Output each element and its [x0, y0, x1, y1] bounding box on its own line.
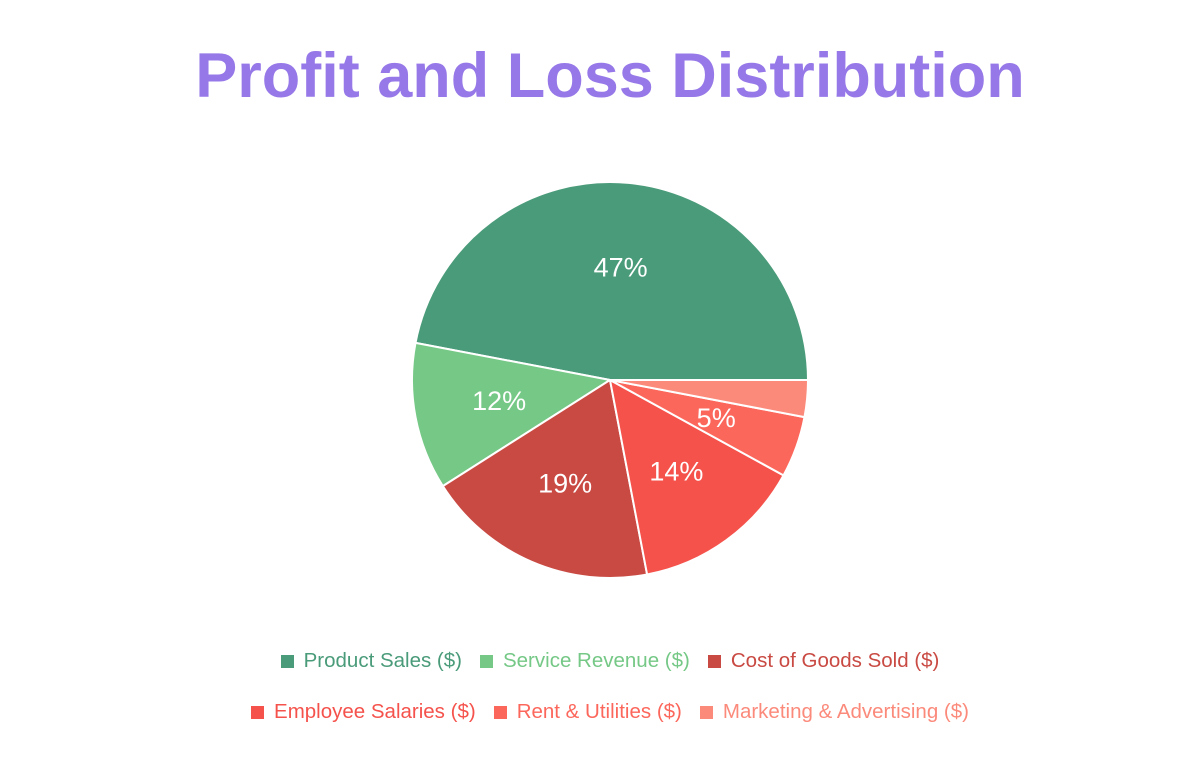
chart-content: Profit and Loss Distribution 47% 12% 19% 14…	[10, 0, 1200, 771]
pie-slice-1	[411, 341, 611, 488]
legend-label: Service Revenue ($)	[502, 649, 690, 672]
slice-label-2: 19%	[538, 469, 592, 499]
legend-swatch-icon	[280, 654, 294, 668]
page-title: Profit and Loss Distribution	[195, 41, 1025, 111]
legend-label: Employee Salaries ($)	[274, 700, 476, 723]
legend-row-0: Product Sales ($) Service Revenue ($) Cost…	[10, 646, 1200, 676]
slice-label-1: 12%	[472, 386, 526, 416]
legend-label: Cost of Goods Sold ($)	[730, 649, 940, 672]
pie-chart: 47% 12% 19% 14% 5%	[410, 180, 810, 580]
legend-item-4: Rent & Utilities ($)	[493, 700, 682, 724]
pie-slice-2	[441, 379, 649, 579]
slice-label-0: 47%	[594, 253, 648, 283]
legend-label: Marketing & Advertising ($)	[722, 700, 969, 723]
legend-swatch-icon	[707, 654, 721, 668]
legend-swatch-icon	[493, 705, 507, 719]
slice-label-4: 5%	[697, 403, 736, 433]
legend-swatch-icon	[479, 654, 493, 668]
legend-swatch-icon	[251, 705, 265, 719]
chart-legend: Product Sales ($) Service Revenue ($) Cost…	[10, 646, 1200, 748]
slice-label-3: 14%	[649, 456, 703, 486]
pie-slice-3	[609, 379, 785, 576]
legend-label: Rent & Utilities ($)	[516, 700, 682, 723]
pie-chart-svg: 47% 12% 19% 14% 5%	[411, 181, 809, 579]
legend-item-0: Product Sales ($)	[280, 649, 462, 673]
pie-slice-5	[609, 379, 809, 419]
legend-item-3: Employee Salaries ($)	[251, 700, 476, 724]
legend-row-1: Employee Salaries ($) Rent & Utilities ($…	[10, 697, 1200, 727]
legend-swatch-icon	[699, 705, 713, 719]
pie-slice-0	[414, 181, 809, 381]
legend-label: Product Sales ($)	[303, 649, 462, 672]
legend-item-2: Cost of Goods Sold ($)	[707, 649, 940, 673]
legend-item-1: Service Revenue ($)	[479, 649, 690, 673]
legend-item-5: Marketing & Advertising ($)	[699, 700, 969, 724]
